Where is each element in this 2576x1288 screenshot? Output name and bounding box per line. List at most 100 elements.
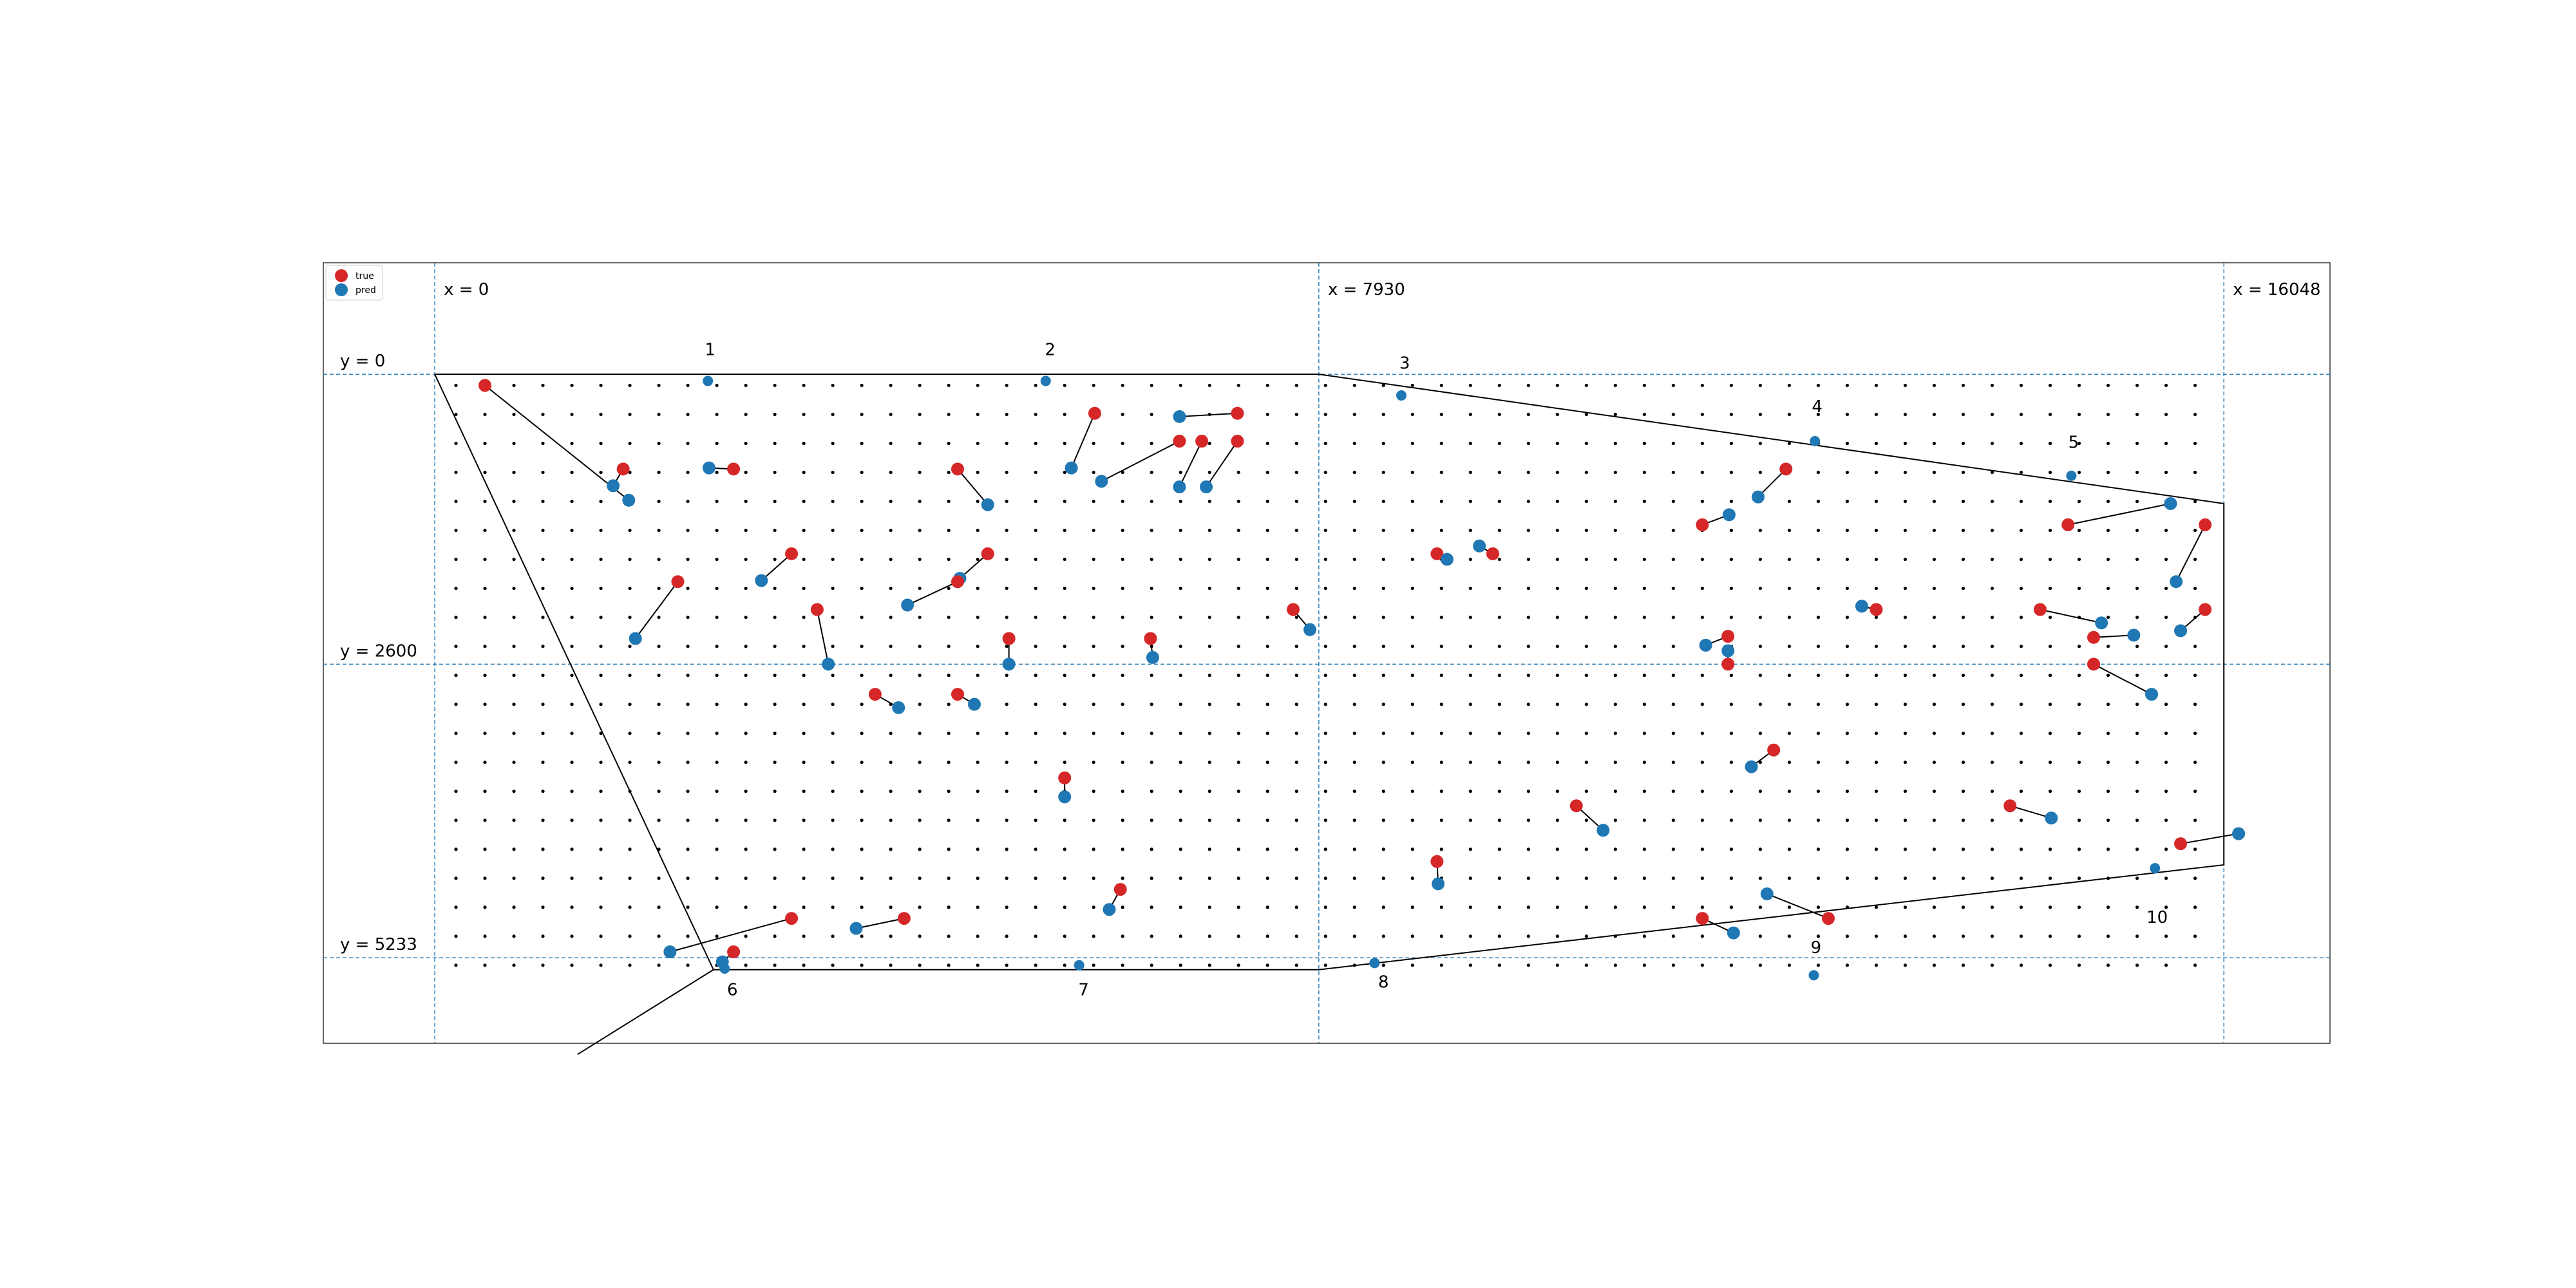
grid-dot [889,819,893,822]
grid-dot [1526,848,1530,851]
grid-dot [1526,761,1530,764]
grid-dot [802,732,806,735]
grid-dot [1236,848,1240,851]
grid-dot [744,615,748,620]
grid-dot [1497,761,1501,764]
grid-dot [454,934,458,938]
grid-dot [1410,761,1414,764]
true-point [1144,632,1157,645]
grid-dot [1758,586,1763,591]
grid-dot [1208,615,1211,620]
grid-dot [2077,963,2081,967]
grid-dot [1381,441,1385,446]
grid-dot [1961,905,1965,909]
grid-dot [918,819,922,822]
grid-dot [512,615,516,620]
grid-dot [2135,615,2139,620]
grid-dot [1439,586,1443,591]
grid-dot [918,674,922,677]
grid-dot [686,732,690,735]
grid-dot [1497,703,1501,706]
grid-dot [454,615,458,620]
grid-dot [1265,790,1269,793]
grid-dot [1323,470,1327,475]
grid-dot [2193,963,2197,967]
grid-dot [976,470,980,475]
grid-dot [1034,876,1037,880]
grid-dot [1179,876,1182,880]
pred-point [663,945,677,959]
grid-dot [1236,876,1240,880]
grid-dot [715,499,719,504]
grid-dot [1121,586,1124,591]
grid-dot [773,761,777,764]
grid-dot [541,586,545,591]
grid-dot [1700,963,1704,967]
grid-dot [1063,412,1066,417]
grid-dot [570,586,574,591]
legend-true-label: true [355,271,374,281]
grid-dot [715,819,719,822]
grid-dot [831,383,835,388]
grid-dot [1526,703,1530,706]
grid-dot [744,905,748,909]
grid-dot [947,586,951,591]
grid-dot [947,557,951,562]
grid-dot [2135,819,2139,822]
grid-dot [1034,615,1037,620]
grid-dot [454,528,458,533]
grid-dot [1961,383,1965,388]
grid-dot [1381,934,1385,938]
grid-dot [1265,615,1269,620]
anchor-label: 5 [2069,433,2079,452]
grid-dot [2164,470,2168,475]
grid-dot [657,441,661,446]
grid-dot [715,557,719,562]
grid-dot [2019,383,2023,388]
grid-dot [541,732,545,735]
grid-dot [1903,528,1908,533]
grid-dot [1990,703,1994,706]
grid-dot [1845,963,1850,967]
grid-dot [1787,963,1792,967]
grid-dot [541,557,545,562]
grid-dot [889,441,893,446]
grid-dot [1758,528,1763,533]
grid-dot [628,557,632,562]
grid-dot [1903,934,1908,938]
data-points [478,379,2246,969]
grid-dot [1729,790,1733,793]
grid-dot [1150,790,1153,793]
grid-dot [1034,848,1037,851]
grid-dot [1034,819,1037,822]
grid-dot [570,819,574,822]
grid-dot [1526,557,1530,562]
grid-dot [454,761,458,764]
grid-dot [1468,528,1472,533]
grid-dot [2077,761,2081,764]
grid-dot [2106,470,2110,475]
grid-dot [1642,674,1646,677]
grid-dot [2019,819,2023,822]
grid-dot [512,790,516,793]
true-point [785,912,799,925]
grid-dot [570,732,574,735]
grid-dot [1121,441,1124,446]
grid-dot [2164,586,2168,591]
grid-dot [1497,905,1501,909]
grid-dot [1961,934,1965,938]
grid-dot [1584,470,1588,475]
grid-dot [2019,586,2023,591]
grid-dot [1874,963,1879,967]
pred-point [1095,475,1108,488]
grid-dot [2019,557,2023,562]
pred-point [1751,490,1765,504]
grid-dot [1903,905,1908,909]
grid-dot [1150,905,1153,909]
grid-dot [1526,963,1530,967]
grid-dot [1439,790,1443,793]
grid-dot [976,674,980,677]
grid-dot [1903,383,1908,388]
grid-dot [1932,615,1937,620]
grid-dot [1671,732,1675,735]
